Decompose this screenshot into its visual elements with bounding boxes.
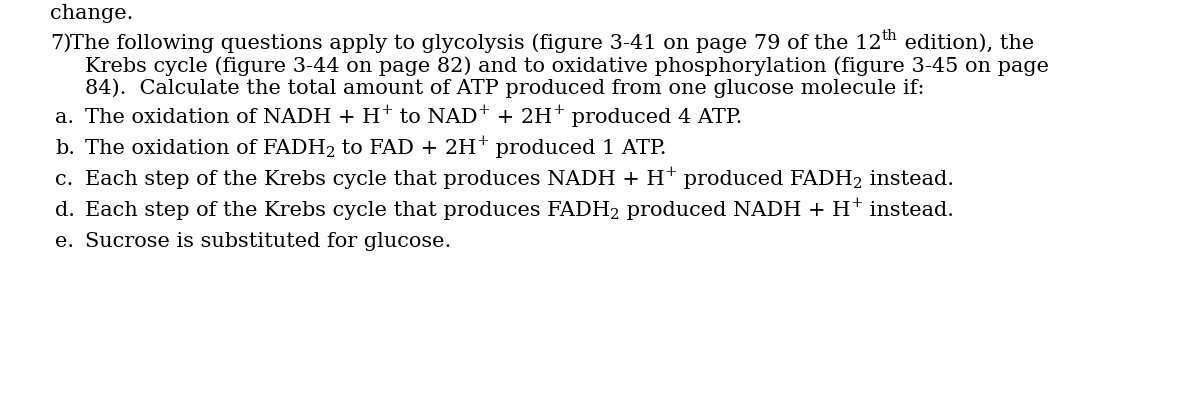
Text: produced NADH + H: produced NADH + H [619, 201, 850, 220]
Text: produced 4 ATP.: produced 4 ATP. [565, 108, 743, 127]
Text: Krebs cycle (figure 3-44 on page 82) and to oxidative phosphorylation (figure 3-: Krebs cycle (figure 3-44 on page 82) and… [85, 56, 1049, 76]
Text: +: + [850, 196, 863, 210]
Text: instead.: instead. [863, 201, 954, 220]
Text: d.: d. [55, 201, 74, 220]
Text: produced FADH: produced FADH [677, 170, 853, 189]
Text: instead.: instead. [863, 170, 954, 189]
Text: to FAD + 2H: to FAD + 2H [335, 139, 476, 158]
Text: a.: a. [55, 108, 74, 127]
Text: b.: b. [55, 139, 74, 158]
Text: edition), the: edition), the [898, 34, 1033, 53]
Text: 84).  Calculate the total amount of ATP produced from one glucose molecule if:: 84). Calculate the total amount of ATP p… [85, 78, 924, 98]
Text: change.: change. [50, 4, 133, 23]
Text: produced 1 ATP.: produced 1 ATP. [490, 139, 667, 158]
Text: +: + [552, 103, 565, 116]
Text: The oxidation of NADH + H: The oxidation of NADH + H [85, 108, 380, 127]
Text: th: th [882, 28, 898, 42]
Text: +: + [476, 134, 490, 147]
Text: +: + [380, 103, 394, 116]
Text: Each step of the Krebs cycle that produces NADH + H: Each step of the Krebs cycle that produc… [85, 170, 665, 189]
Text: 7): 7) [50, 34, 71, 53]
Text: 2: 2 [853, 177, 863, 191]
Text: +: + [665, 165, 677, 178]
Text: Sucrose is substituted for glucose.: Sucrose is substituted for glucose. [85, 232, 451, 251]
Text: Each step of the Krebs cycle that produces FADH: Each step of the Krebs cycle that produc… [85, 201, 610, 220]
Text: c.: c. [55, 170, 73, 189]
Text: + 2H: + 2H [491, 108, 552, 127]
Text: e.: e. [55, 232, 74, 251]
Text: 2: 2 [325, 146, 335, 160]
Text: The following questions apply to glycolysis (figure 3-41 on page 79 of the 12: The following questions apply to glycoly… [70, 34, 882, 53]
Text: +: + [478, 103, 491, 116]
Text: 2: 2 [610, 208, 619, 222]
Text: to NAD: to NAD [394, 108, 478, 127]
Text: The oxidation of FADH: The oxidation of FADH [85, 139, 325, 158]
